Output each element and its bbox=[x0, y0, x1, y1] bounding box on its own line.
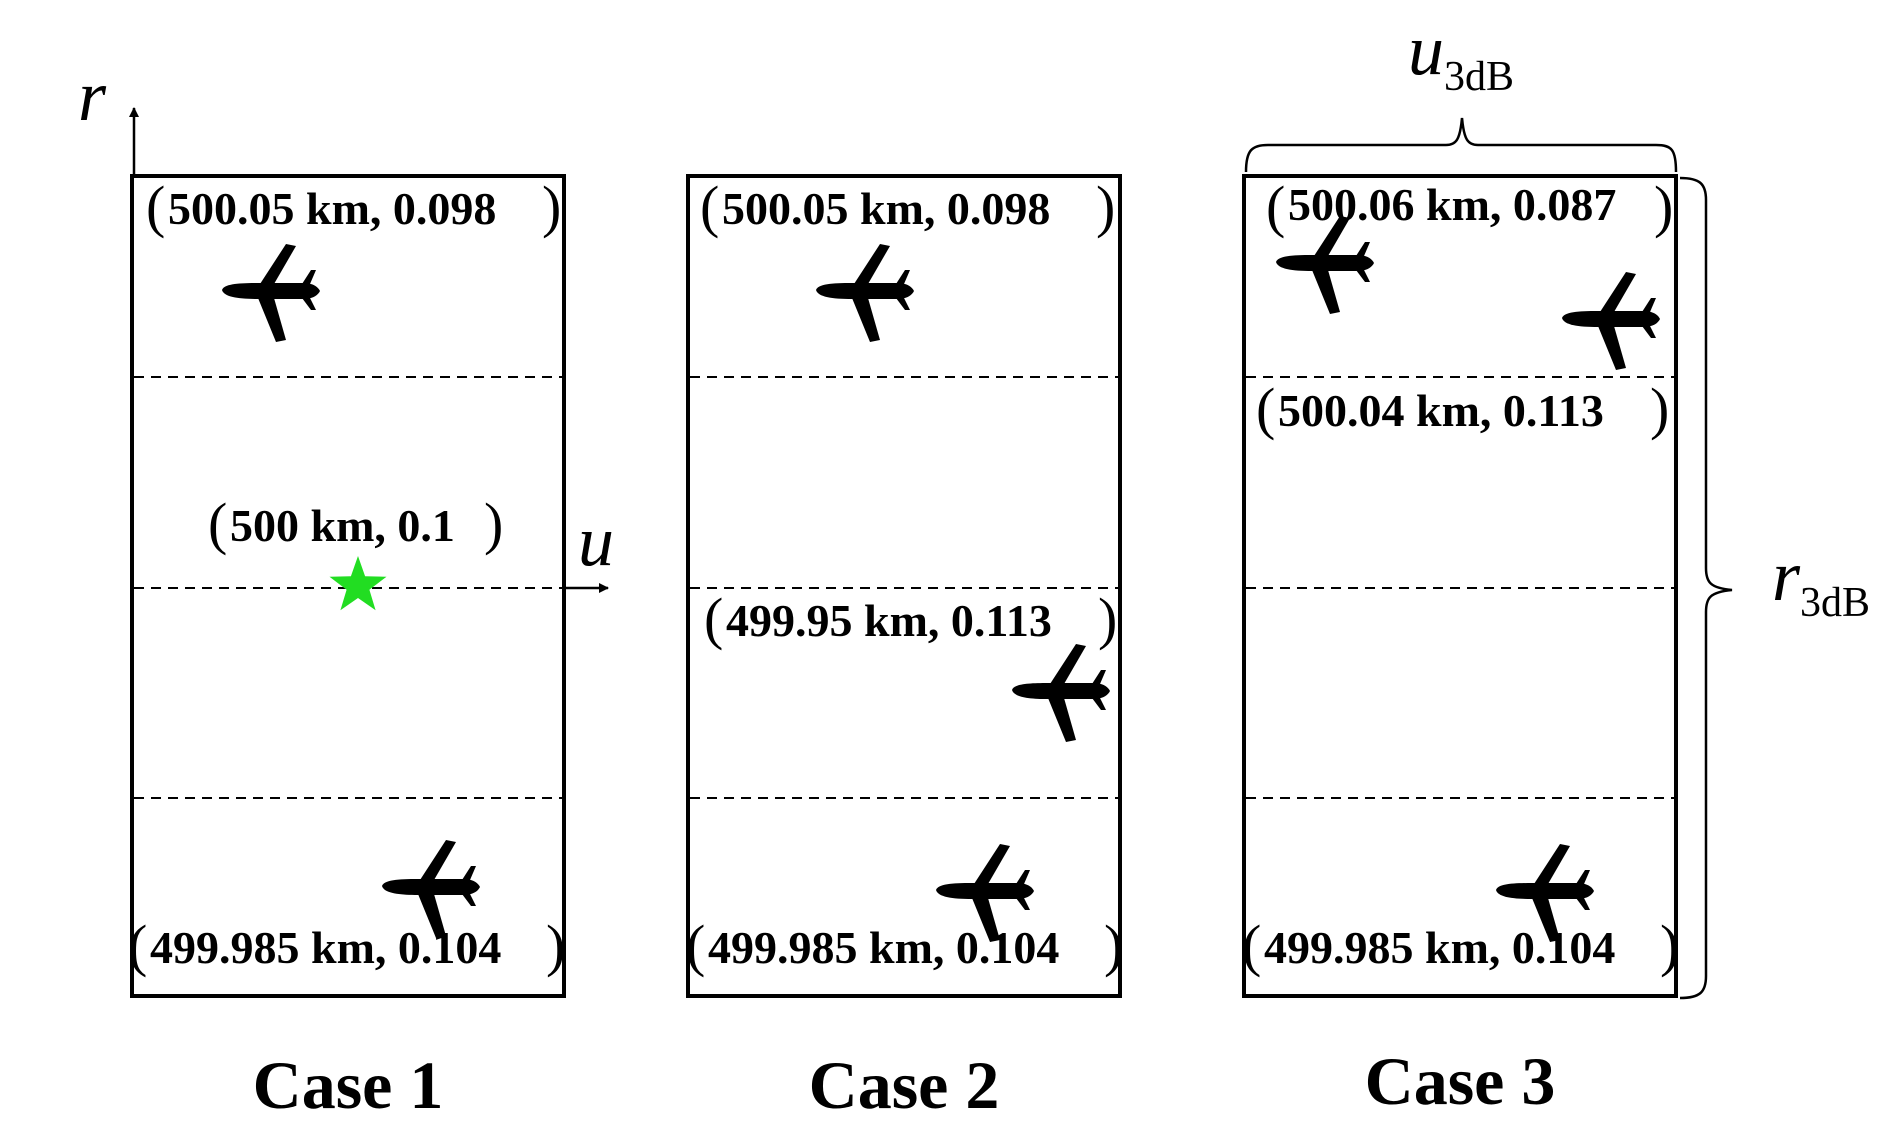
label-top: 500.05 km, 0.098 bbox=[168, 183, 496, 234]
panel-case-1: r u ( 500.05 km, 0.098 ) ( 500 km, 0.1 )… bbox=[78, 56, 614, 1123]
airplane-icon bbox=[222, 244, 320, 342]
paren-close: ) bbox=[1660, 913, 1679, 978]
panel-frame bbox=[1242, 174, 1678, 998]
case-label: Case 1 bbox=[253, 1047, 444, 1123]
r3db-brace bbox=[1679, 176, 1733, 1000]
paren-open: ( bbox=[686, 913, 705, 978]
airplane-icon bbox=[1276, 216, 1374, 314]
panel-case-2: ( 500.05 km, 0.098 ) ( 499.95 km, 0.113 … bbox=[686, 174, 1123, 1123]
case-label: Case 3 bbox=[1365, 1043, 1556, 1119]
label-middle: 499.95 km, 0.113 bbox=[726, 595, 1052, 646]
paren-open: ( bbox=[208, 491, 227, 556]
paren-close: ) bbox=[1104, 913, 1123, 978]
u-axis-label: u bbox=[578, 501, 614, 581]
paren-close: ) bbox=[1098, 586, 1117, 651]
case-label: Case 2 bbox=[809, 1047, 1000, 1123]
panel-frame bbox=[686, 174, 1122, 998]
u3db-brace bbox=[1244, 117, 1678, 173]
u3db-label: u3dB bbox=[1408, 10, 1514, 100]
airplane-icon bbox=[1562, 272, 1660, 370]
paren-open: ( bbox=[704, 586, 723, 651]
paren-close: ) bbox=[546, 913, 565, 978]
paren-open: ( bbox=[1266, 174, 1285, 239]
label-upper: 500.04 km, 0.113 bbox=[1278, 385, 1604, 436]
paren-close: ) bbox=[1096, 174, 1115, 239]
label-bottom: 499.985 km, 0.104 bbox=[150, 922, 501, 973]
paren-open: ( bbox=[700, 174, 719, 239]
airplane-icon bbox=[1012, 644, 1110, 742]
panel-frame bbox=[130, 174, 566, 998]
paren-open: ( bbox=[1256, 376, 1275, 441]
label-bottom: 499.985 km, 0.104 bbox=[1264, 922, 1615, 973]
star-icon bbox=[329, 556, 387, 611]
paren-open: ( bbox=[1242, 913, 1261, 978]
label-bottom: 499.985 km, 0.104 bbox=[708, 922, 1059, 973]
paren-close: ) bbox=[484, 491, 503, 556]
paren-open: ( bbox=[146, 174, 165, 239]
r-axis-label: r bbox=[78, 56, 107, 136]
paren-open: ( bbox=[128, 913, 147, 978]
paren-close: ) bbox=[1650, 376, 1669, 441]
r3db-label: r3dB bbox=[1772, 536, 1870, 626]
paren-close: ) bbox=[542, 174, 561, 239]
paren-close: ) bbox=[1654, 174, 1673, 239]
label-top: 500.05 km, 0.098 bbox=[722, 183, 1050, 234]
panel-case-3: u3dB r3dB ( 500.06 km, 0.087 ) ( 500.04 … bbox=[1242, 10, 1870, 1119]
label-center: 500 km, 0.1 bbox=[230, 500, 455, 551]
airplane-icon bbox=[816, 244, 914, 342]
